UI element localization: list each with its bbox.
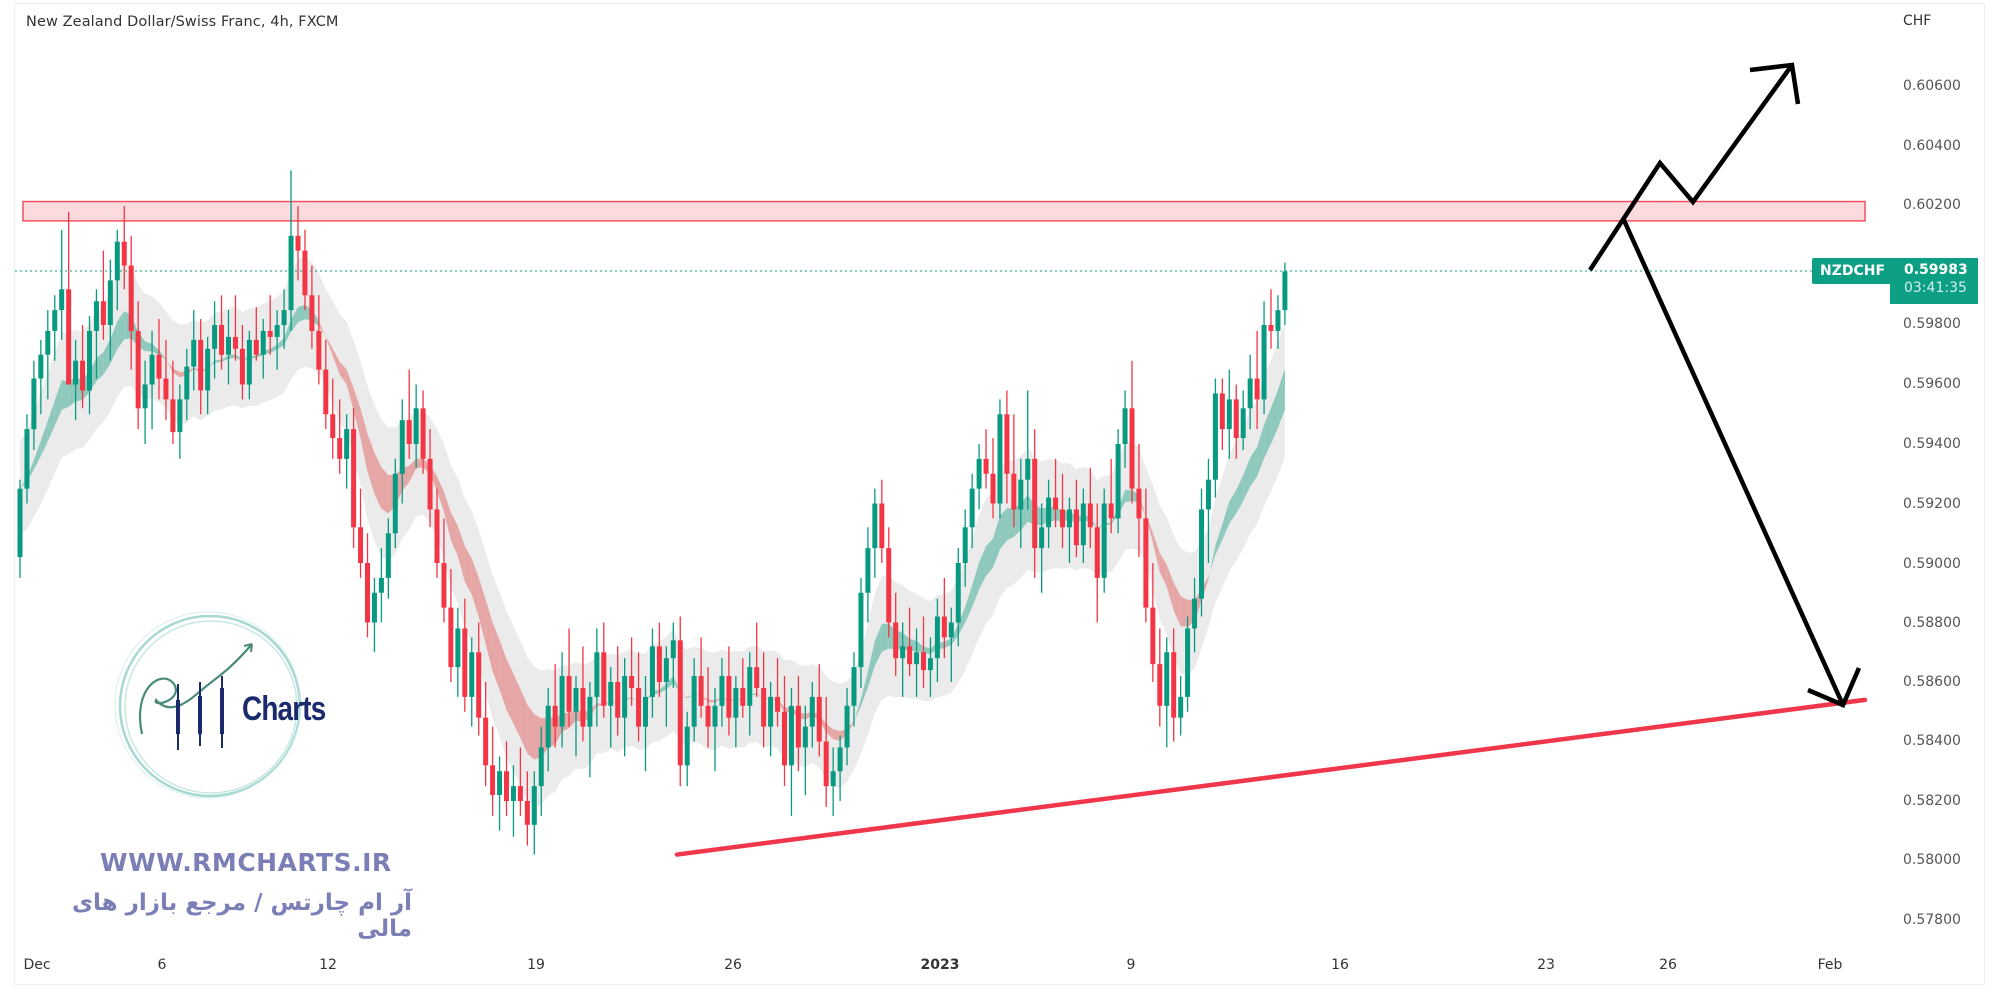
bar-countdown: 03:41:35 bbox=[1904, 280, 1967, 296]
price-axis-label: 0.57800 bbox=[1903, 912, 1961, 928]
time-axis-label: 26 bbox=[724, 957, 742, 973]
price-axis-label: 0.60400 bbox=[1903, 138, 1961, 154]
last-price-value: 0.59983 bbox=[1904, 262, 1968, 278]
time-axis-label: 26 bbox=[1659, 957, 1677, 973]
time-axis-label: 2023 bbox=[920, 957, 960, 973]
last-price-tag: 0.59983 03:41:35 bbox=[1890, 258, 1978, 304]
time-axis-label: 9 bbox=[1126, 957, 1136, 973]
price-axis-label: 0.58400 bbox=[1903, 733, 1961, 749]
resistance-zone[interactable] bbox=[22, 200, 1866, 222]
price-axis-label: 0.58200 bbox=[1903, 793, 1961, 809]
price-axis-label: 0.58000 bbox=[1903, 852, 1961, 868]
persian-tagline: آر ام چارتس / مرجع بازار های مالی bbox=[71, 890, 412, 942]
time-axis-label: 12 bbox=[319, 957, 337, 973]
price-axis-label: 0.58600 bbox=[1903, 674, 1961, 690]
price-axis-currency: CHF bbox=[1903, 13, 1932, 29]
chart-title: New Zealand Dollar/Swiss Franc, 4h, FXCM bbox=[26, 14, 339, 30]
projection-arrows[interactable] bbox=[1588, 62, 1862, 708]
time-axis-label: 16 bbox=[1331, 957, 1349, 973]
symbol-tag: NZDCHF bbox=[1812, 258, 1890, 284]
price-axis-label: 0.59200 bbox=[1903, 496, 1961, 512]
price-axis-label: 0.59000 bbox=[1903, 556, 1961, 572]
website-watermark: WWW.RMCHARTS.IR bbox=[100, 848, 392, 877]
time-axis-label: 23 bbox=[1537, 957, 1555, 973]
price-axis-label: 0.59800 bbox=[1903, 316, 1961, 332]
price-axis-label: 0.60200 bbox=[1903, 197, 1961, 213]
support-trendline[interactable] bbox=[674, 697, 1868, 857]
price-axis-label: 0.58800 bbox=[1903, 615, 1961, 631]
price-axis-label: 0.59600 bbox=[1903, 376, 1961, 392]
candlesticks bbox=[17, 170, 1288, 855]
time-axis-label: 6 bbox=[157, 957, 167, 973]
time-axis-label: 19 bbox=[527, 957, 545, 973]
price-axis-label: 0.59400 bbox=[1903, 436, 1961, 452]
price-axis-label: 0.60600 bbox=[1903, 78, 1961, 94]
time-axis-label: Feb bbox=[1817, 957, 1843, 973]
logo-text: Charts bbox=[242, 690, 326, 728]
rmcharts-logo-icon bbox=[114, 611, 302, 799]
time-axis-label: Dec bbox=[23, 957, 51, 973]
